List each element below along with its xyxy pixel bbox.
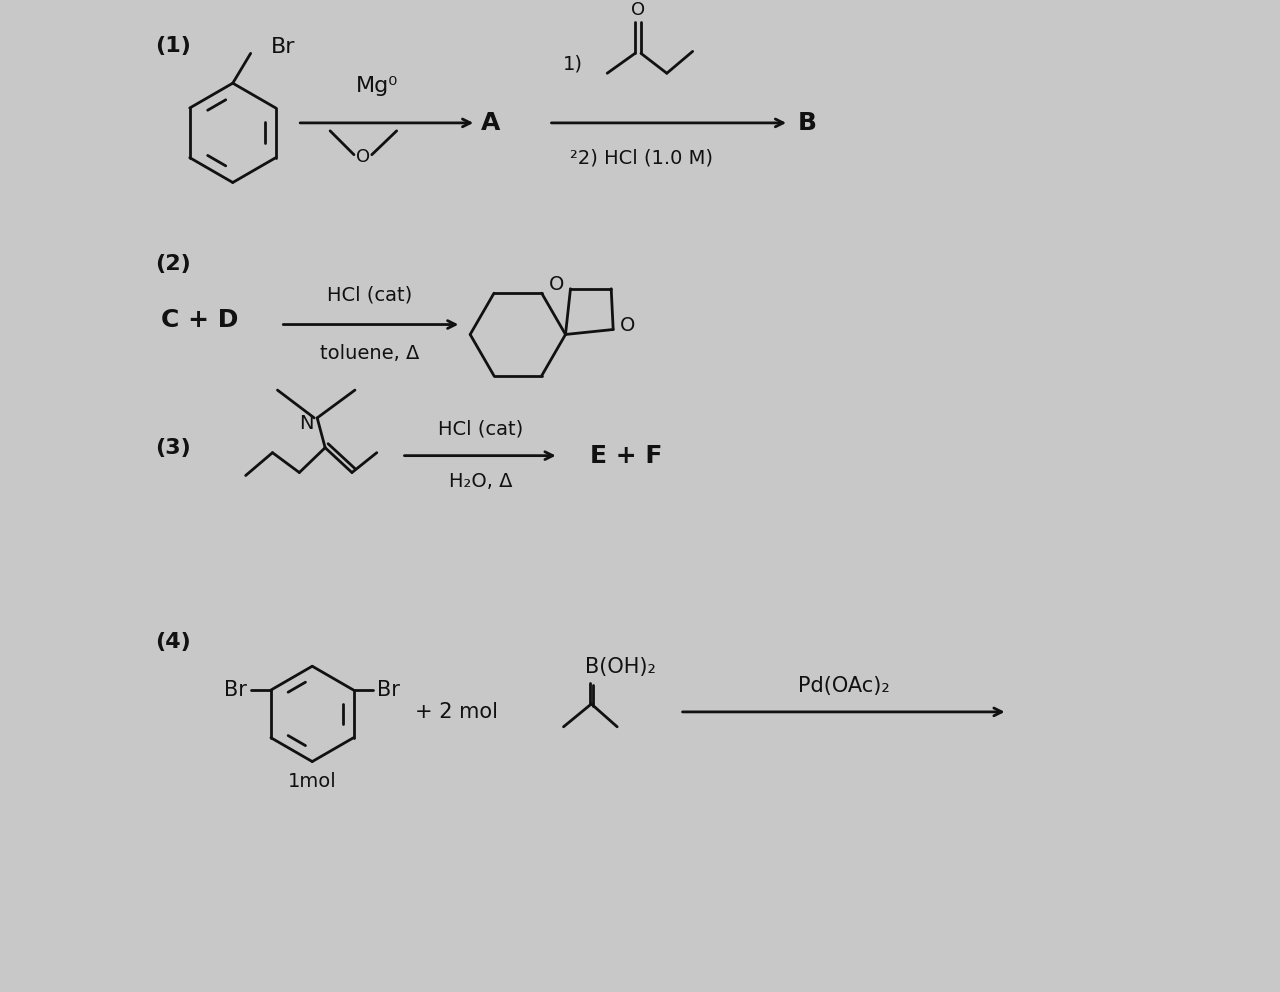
Text: A: A — [481, 111, 500, 135]
Text: O: O — [620, 316, 635, 335]
Text: B: B — [797, 111, 817, 135]
Text: N: N — [298, 415, 314, 434]
Text: O: O — [356, 148, 370, 166]
Text: Br: Br — [270, 38, 294, 58]
Text: O: O — [631, 1, 645, 19]
Text: toluene, Δ: toluene, Δ — [320, 344, 420, 363]
Text: + 2 mol: + 2 mol — [415, 702, 498, 722]
Text: (3): (3) — [155, 437, 191, 457]
Text: (2): (2) — [155, 254, 191, 274]
Text: O: O — [549, 276, 564, 295]
Text: HCl (cat): HCl (cat) — [328, 286, 412, 305]
Text: Mg⁰: Mg⁰ — [356, 76, 398, 96]
Text: ²2) HCl (1.0 M): ²2) HCl (1.0 M) — [571, 148, 713, 168]
Text: E + F: E + F — [590, 443, 663, 467]
Text: H₂O, Δ: H₂O, Δ — [449, 472, 513, 491]
Text: Br: Br — [378, 681, 401, 700]
Text: Pd(OAc)₂: Pd(OAc)₂ — [797, 677, 890, 696]
Text: (4): (4) — [155, 632, 191, 653]
Text: 1mol: 1mol — [288, 772, 337, 791]
Text: HCl (cat): HCl (cat) — [439, 420, 524, 438]
Text: C + D: C + D — [161, 308, 238, 331]
Text: B(OH)₂: B(OH)₂ — [585, 658, 657, 678]
Text: Br: Br — [224, 681, 247, 700]
Text: (1): (1) — [155, 37, 191, 57]
Text: 1): 1) — [562, 55, 582, 73]
